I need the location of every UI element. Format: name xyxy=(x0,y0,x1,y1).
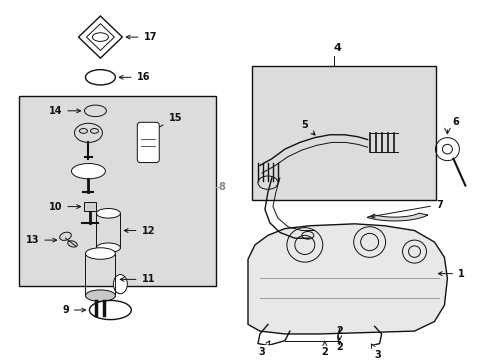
Ellipse shape xyxy=(71,163,105,179)
Text: 8: 8 xyxy=(218,183,225,193)
Text: 2: 2 xyxy=(336,342,343,352)
Text: 14: 14 xyxy=(49,106,81,116)
Text: 10: 10 xyxy=(49,202,81,212)
Text: 2: 2 xyxy=(336,326,343,339)
Text: 3: 3 xyxy=(258,341,269,357)
Ellipse shape xyxy=(60,232,71,240)
Text: 2: 2 xyxy=(321,341,327,357)
Ellipse shape xyxy=(67,241,77,247)
Text: 13: 13 xyxy=(26,235,57,245)
Text: 1: 1 xyxy=(437,269,464,279)
Text: 4: 4 xyxy=(333,44,341,53)
Text: 17: 17 xyxy=(126,32,157,42)
Text: 11: 11 xyxy=(120,274,155,284)
Bar xyxy=(84,202,96,211)
Text: 15: 15 xyxy=(151,113,182,131)
Ellipse shape xyxy=(85,290,115,301)
Text: 9: 9 xyxy=(62,305,85,315)
Text: 5: 5 xyxy=(301,120,314,135)
Bar xyxy=(251,66,436,200)
Text: 6: 6 xyxy=(451,117,458,127)
Ellipse shape xyxy=(113,275,127,294)
Text: 16: 16 xyxy=(119,72,150,82)
Text: 12: 12 xyxy=(124,225,155,235)
Polygon shape xyxy=(247,224,447,334)
Ellipse shape xyxy=(96,208,120,218)
Polygon shape xyxy=(366,213,427,221)
FancyBboxPatch shape xyxy=(137,122,159,163)
Text: 7: 7 xyxy=(370,200,442,218)
Ellipse shape xyxy=(85,248,115,259)
Text: 3: 3 xyxy=(371,344,380,360)
Bar xyxy=(19,96,216,286)
Ellipse shape xyxy=(96,243,120,253)
